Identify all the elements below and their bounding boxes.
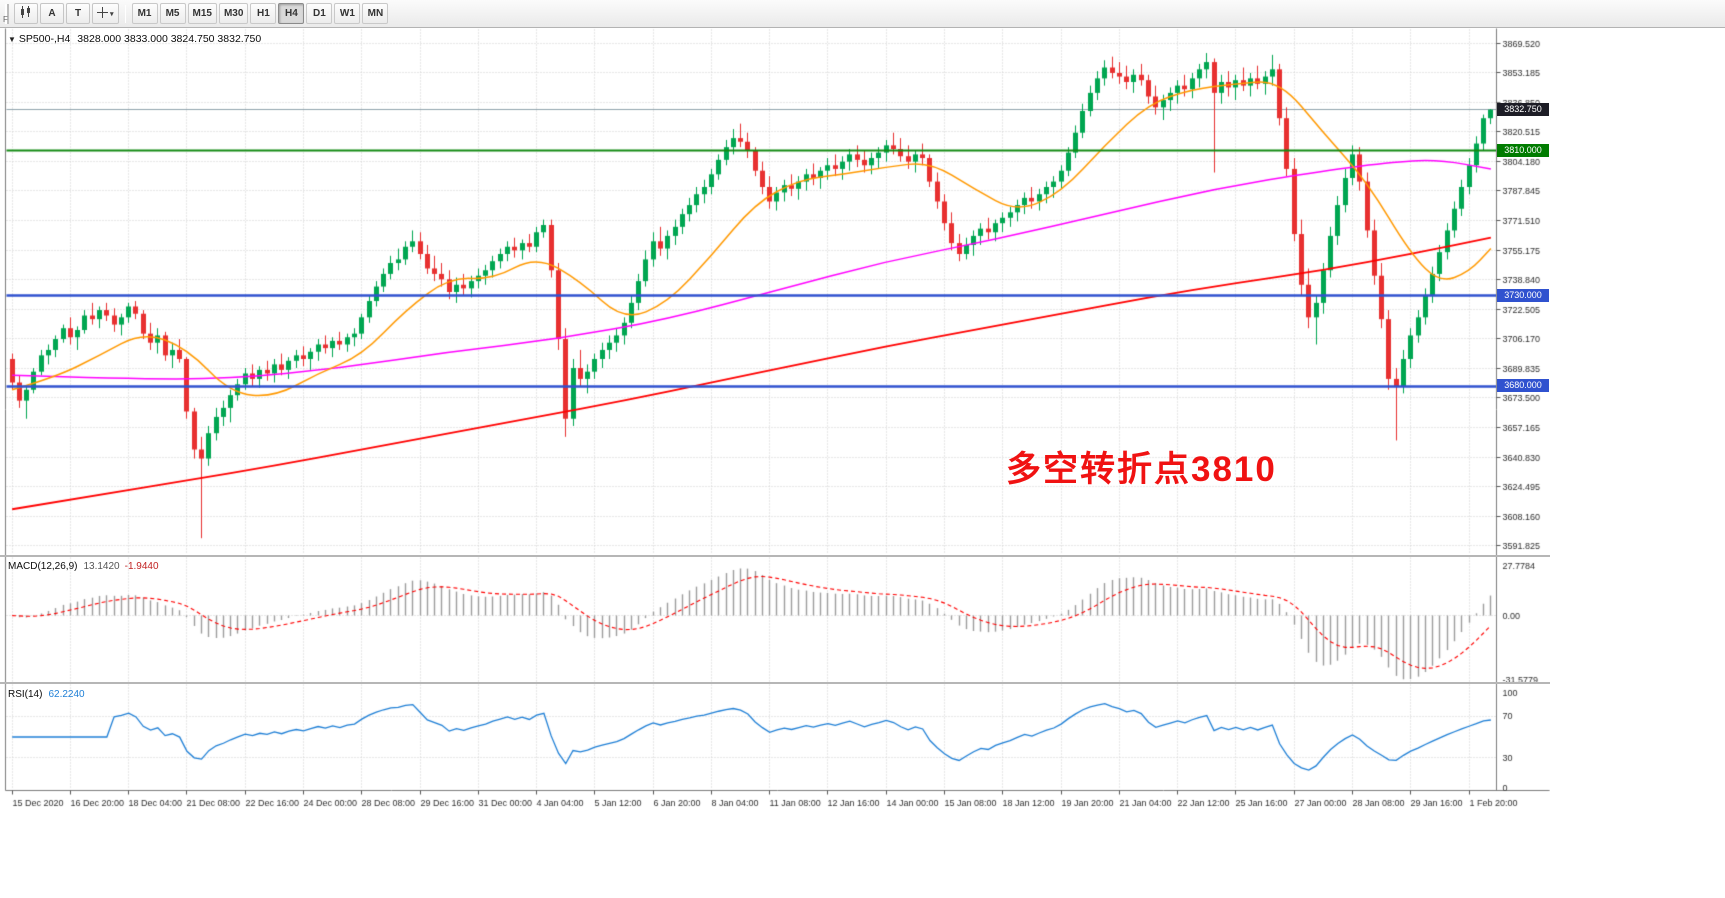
cursor-tool-button[interactable]: A: [40, 3, 64, 24]
toolbar-grip[interactable]: [5, 3, 9, 24]
rsi-indicator-label: RSI(14) 62.2240: [8, 689, 85, 700]
macd-indicator-label: MACD(12,26,9) 13.1420 -1.9440: [8, 561, 159, 572]
chart-collapse-marker[interactable]: ▼: [8, 35, 16, 44]
panel-separator-main-macd[interactable]: [0, 555, 1550, 557]
rsi-value: 62.2240: [48, 689, 85, 700]
macd-main-value: 13.1420: [83, 561, 120, 572]
chart-title: ▼ SP500-,H4 3828.000 3833.000 3824.750 383…: [8, 33, 261, 45]
toolbar-f-label: F: [3, 15, 8, 24]
timeframe-button-h1[interactable]: H1: [250, 3, 277, 24]
timeframe-button-m30[interactable]: M30: [218, 3, 249, 24]
ohlc-label: 3828.000 3833.000 3824.750 3832.750: [77, 33, 262, 45]
macd-name: MACD(12,26,9): [8, 561, 78, 572]
candlestick-chart-icon: [20, 6, 32, 21]
main-toolbar: F A T ▾ M1 M5 M15 M30 H1 H4 D1 W1 MN: [0, 0, 1725, 28]
crosshair-icon: [97, 6, 108, 21]
panel-separator-macd-rsi[interactable]: [0, 682, 1550, 684]
timeframe-button-w1[interactable]: W1: [334, 3, 361, 24]
timeframe-button-h4[interactable]: H4: [278, 3, 305, 24]
timeframe-button-d1[interactable]: D1: [306, 3, 333, 24]
timeframe-toolbar: M1 M5 M15 M30 H1 H4 D1 W1 MN: [131, 3, 390, 24]
timeframe-button-mn[interactable]: MN: [362, 3, 389, 24]
chart-canvas[interactable]: [0, 28, 1550, 813]
toolbar-separator: [124, 4, 126, 23]
bid-price-tag: 3832.750: [1497, 102, 1549, 116]
macd-signal-value: -1.9440: [124, 561, 159, 572]
chart-type-button[interactable]: [14, 3, 38, 24]
symbol-period-label: SP500-,H4: [18, 33, 71, 45]
hline-3810-tag[interactable]: 3810.000: [1497, 143, 1549, 157]
rsi-name: RSI(14): [8, 689, 43, 700]
timeframe-button-m1[interactable]: M1: [131, 3, 158, 24]
chevron-down-icon: ▾: [110, 10, 114, 18]
text-tool-button[interactable]: T: [66, 3, 90, 24]
timeframe-button-m15[interactable]: M15: [187, 3, 217, 24]
draw-tool-dropdown-button[interactable]: ▾: [92, 3, 119, 24]
hline-3680-tag[interactable]: 3680.000: [1497, 379, 1549, 393]
timeframe-button-m5[interactable]: M5: [159, 3, 186, 24]
annotation-text[interactable]: 多空转折点3810: [1006, 450, 1277, 489]
hline-3730-tag[interactable]: 3730.000: [1497, 288, 1549, 302]
